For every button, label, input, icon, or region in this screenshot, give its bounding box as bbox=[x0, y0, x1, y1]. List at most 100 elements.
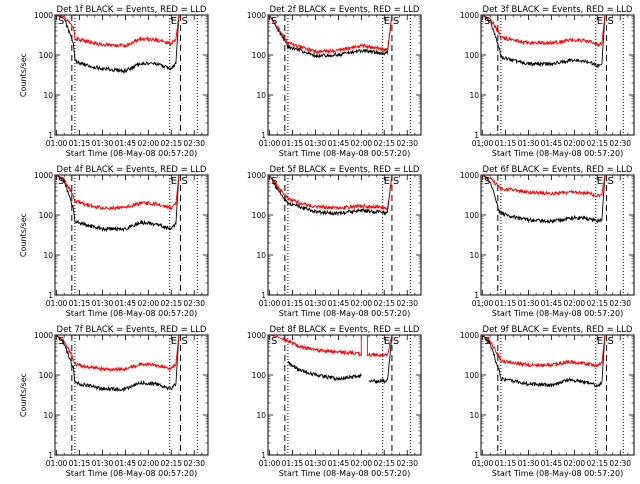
chart-title: Det 4f BLACK = Events, RED = LLD bbox=[57, 165, 207, 175]
marker-annotation: S bbox=[181, 16, 187, 27]
lld-series-line bbox=[56, 15, 180, 49]
y-tick-label: 100 bbox=[39, 51, 54, 60]
x-tick-label: 01:00 bbox=[259, 299, 281, 308]
lld-series-line bbox=[56, 335, 180, 373]
y-tick-label: 1000 bbox=[460, 171, 479, 180]
x-tick-label: 01:30 bbox=[305, 299, 327, 308]
marker-annotation: E bbox=[384, 176, 390, 187]
x-axis-label: Start Time (08-May-08 00:57:20) bbox=[279, 149, 410, 158]
plot-frame bbox=[54, 334, 209, 456]
lld-series-line bbox=[366, 335, 393, 358]
x-tick-label: 01:00 bbox=[472, 299, 494, 308]
events-series-line bbox=[482, 15, 606, 68]
y-tick-label: 100 bbox=[465, 51, 480, 60]
marker-annotation: S bbox=[484, 176, 490, 187]
x-axis-label: Start Time (08-May-08 00:57:20) bbox=[492, 469, 623, 478]
x-tick-label: 02:15 bbox=[373, 299, 395, 308]
lld-series-line bbox=[482, 335, 606, 369]
x-tick-label: 01:45 bbox=[328, 459, 350, 468]
chart-title: Det 3f BLACK = Events, RED = LLD bbox=[483, 5, 633, 15]
marker-annotation: E bbox=[597, 176, 603, 187]
events-series-line bbox=[482, 335, 606, 388]
y-tick-label: 1000 bbox=[460, 331, 479, 340]
lld-series-line bbox=[269, 175, 393, 211]
chart-title: Det 1f BLACK = Events, RED = LLD bbox=[57, 5, 207, 15]
y-tick-label: 1000 bbox=[247, 11, 266, 20]
x-tick-label: 02:15 bbox=[160, 299, 182, 308]
chart-panel-9: Det 9f BLACK = Events, RED = LLD 1 10 100 10… bbox=[460, 325, 635, 478]
marker-annotation: S bbox=[393, 336, 399, 347]
y-tick-label: 10 bbox=[256, 91, 266, 100]
y-axis-label: Counts/sec bbox=[19, 373, 28, 417]
lld-series-line bbox=[56, 175, 180, 211]
x-tick-label: 01:15 bbox=[282, 459, 304, 468]
chart-panel-2: Det 2f BLACK = Events, RED = LLD 1 10 100 10… bbox=[247, 5, 422, 158]
marker-annotation: E bbox=[597, 16, 603, 27]
y-tick-label: 1 bbox=[474, 131, 479, 140]
marker-annotation: S bbox=[484, 16, 490, 27]
y-tick-label: 10 bbox=[43, 411, 53, 420]
x-tick-label: 02:00 bbox=[351, 459, 373, 468]
y-tick-label: 1 bbox=[48, 131, 53, 140]
chart-title: Det 6f BLACK = Events, RED = LLD bbox=[483, 165, 633, 175]
chart-title: Det 7f BLACK = Events, RED = LLD bbox=[57, 325, 207, 335]
events-series-line bbox=[287, 361, 362, 382]
x-tick-label: 01:30 bbox=[305, 459, 327, 468]
x-tick-label: 02:15 bbox=[373, 459, 395, 468]
x-tick-label: 02:30 bbox=[609, 459, 631, 468]
marker-annotation: S bbox=[393, 16, 399, 27]
marker-annotation: S bbox=[271, 336, 277, 347]
marker-annotation: E bbox=[171, 336, 177, 347]
events-series-line bbox=[269, 175, 393, 217]
x-tick-label: 02:15 bbox=[160, 459, 182, 468]
y-tick-label: 10 bbox=[469, 411, 479, 420]
x-axis-label: Start Time (08-May-08 00:57:20) bbox=[492, 309, 623, 318]
x-tick-label: 02:30 bbox=[609, 139, 631, 148]
y-axis-label: Counts/sec bbox=[19, 213, 28, 257]
y-axis-label: Counts/sec bbox=[19, 53, 28, 97]
x-tick-label: 01:00 bbox=[259, 139, 281, 148]
x-tick-label: 02:15 bbox=[586, 299, 608, 308]
marker-annotation: S bbox=[607, 176, 613, 187]
chart-title: Det 9f BLACK = Events, RED = LLD bbox=[483, 325, 633, 335]
x-tick-label: 02:30 bbox=[609, 299, 631, 308]
x-tick-label: 01:30 bbox=[92, 139, 114, 148]
marker-annotation: E bbox=[597, 336, 603, 347]
chart-title: Det 8f BLACK = Events, RED = LLD bbox=[270, 325, 420, 335]
x-tick-label: 01:45 bbox=[328, 139, 350, 148]
x-tick-label: 01:15 bbox=[282, 299, 304, 308]
plot-frame bbox=[54, 174, 209, 296]
events-series-line bbox=[56, 15, 180, 75]
y-tick-label: 1 bbox=[261, 131, 266, 140]
y-tick-label: 1000 bbox=[34, 171, 53, 180]
y-tick-label: 1000 bbox=[247, 331, 266, 340]
x-tick-label: 02:00 bbox=[564, 299, 586, 308]
x-tick-label: 02:15 bbox=[373, 139, 395, 148]
x-tick-label: 01:15 bbox=[495, 459, 517, 468]
x-tick-label: 02:00 bbox=[564, 139, 586, 148]
y-tick-label: 100 bbox=[252, 211, 267, 220]
x-tick-label: 02:30 bbox=[183, 299, 205, 308]
lld-series-line bbox=[269, 15, 393, 55]
plot-frame bbox=[267, 174, 422, 296]
x-axis-label: Start Time (08-May-08 00:57:20) bbox=[66, 149, 197, 158]
chart-panel-6: Det 6f BLACK = Events, RED = LLD 1 10 100 10… bbox=[460, 165, 635, 318]
x-tick-label: 01:45 bbox=[541, 299, 563, 308]
y-tick-label: 10 bbox=[469, 251, 479, 260]
x-tick-label: 02:00 bbox=[564, 459, 586, 468]
x-tick-label: 02:15 bbox=[586, 459, 608, 468]
x-tick-label: 01:00 bbox=[472, 459, 494, 468]
y-tick-label: 100 bbox=[39, 211, 54, 220]
marker-annotation: S bbox=[393, 176, 399, 187]
marker-annotation: S bbox=[484, 336, 490, 347]
x-tick-label: 01:15 bbox=[69, 299, 91, 308]
x-tick-label: 02:30 bbox=[396, 139, 418, 148]
y-tick-label: 10 bbox=[256, 411, 266, 420]
marker-annotation: E bbox=[171, 16, 177, 27]
plot-frame bbox=[480, 174, 635, 296]
y-tick-label: 10 bbox=[469, 91, 479, 100]
events-series-line bbox=[56, 175, 180, 233]
x-tick-label: 01:45 bbox=[541, 139, 563, 148]
marker-annotation: S bbox=[271, 176, 277, 187]
